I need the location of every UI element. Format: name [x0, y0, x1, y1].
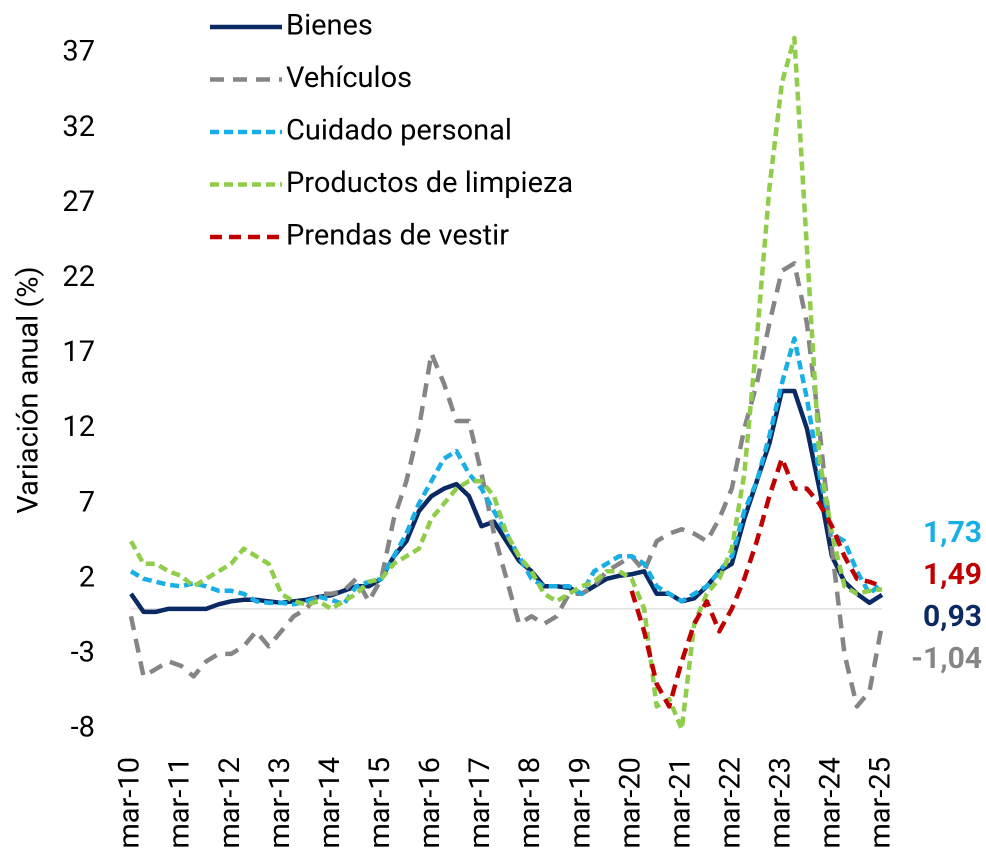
legend-label: Bienes	[286, 9, 373, 43]
x-tick-label: mar-20	[613, 757, 647, 849]
legend-label: Cuidado personal	[286, 114, 512, 148]
series-line	[129, 336, 884, 607]
x-tick-label: mar-16	[413, 757, 447, 849]
series-line	[629, 456, 883, 709]
x-tick-label: mar-21	[663, 757, 697, 849]
x-tick-label: mar-22	[713, 757, 747, 849]
y-tick-label: 32	[62, 110, 95, 144]
x-tick-label: mar-18	[513, 757, 547, 849]
x-tick-label: mar-24	[814, 757, 848, 849]
series-line	[128, 261, 885, 709]
legend-label: Prendas de vestir	[286, 219, 509, 253]
x-tick-label: mar-25	[864, 757, 898, 849]
y-tick-label: 17	[62, 335, 95, 369]
y-tick-label: 2	[79, 560, 95, 594]
x-tick-label: mar-10	[113, 757, 147, 849]
x-tick-label: mar-17	[463, 757, 497, 849]
y-tick-label: -3	[71, 636, 95, 670]
y-axis-label: Variación anual (%)	[12, 266, 46, 513]
series-line	[129, 35, 883, 732]
y-tick-label: 27	[62, 185, 95, 219]
y-tick-label: -8	[71, 711, 95, 745]
x-tick-label: mar-12	[213, 757, 247, 849]
value-label: -1,04	[911, 641, 982, 676]
x-tick-label: mar-13	[263, 757, 297, 849]
y-tick-label: 12	[62, 410, 95, 444]
y-tick-label: 22	[62, 260, 95, 294]
y-tick-label: 7	[79, 485, 95, 519]
y-tick-label: 37	[62, 35, 95, 69]
legend-label: Productos de limpieza	[286, 166, 573, 200]
value-label: 1,49	[923, 557, 982, 592]
legend-label: Vehículos	[286, 61, 412, 95]
x-tick-label: mar-23	[764, 757, 798, 849]
value-label: 1,73	[923, 515, 982, 550]
x-tick-label: mar-11	[163, 757, 197, 849]
x-tick-label: mar-15	[363, 757, 397, 849]
value-label: 0,93	[923, 599, 982, 634]
x-tick-label: mar-14	[313, 757, 347, 849]
x-tick-label: mar-19	[563, 757, 597, 849]
